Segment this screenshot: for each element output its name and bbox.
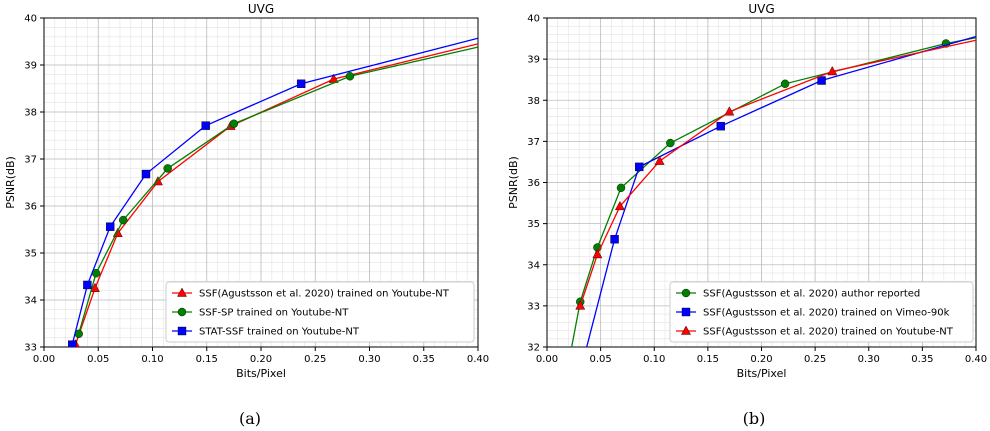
legend-label: SSF(Agustsson et al. 2020) trained on Vi… [703,308,950,319]
data-point [575,300,586,310]
y-tick-label: 38 [24,108,37,119]
data-point [163,164,172,173]
panel-caption: (a) [239,409,261,428]
x-tick-label: 0.30 [858,354,880,365]
x-tick-label: 0.10 [141,354,163,365]
y-tick-label: 34 [527,260,540,271]
x-tick-label: 0.00 [536,354,558,365]
legend-label: SSF-SP trained on Youtube-NT [199,308,349,319]
x-tick-label: 0.20 [750,354,772,365]
data-point [635,162,644,172]
x-tick-label: 0.15 [196,354,218,365]
y-tick-label: 39 [527,55,540,66]
panel-caption: (b) [743,409,766,428]
data-point [201,121,210,130]
x-tick-label: 0.35 [911,354,933,365]
y-axis-label: PSNR(dB) [507,156,520,209]
data-point [296,79,306,89]
data-point [68,340,77,347]
legend [669,281,974,343]
data-point [141,169,151,179]
data-point [119,215,128,225]
data-point [614,200,625,211]
data-point [90,282,100,292]
legend [165,281,475,343]
y-tick-label: 35 [527,219,540,230]
legend-marker [177,326,187,336]
chart-title: UVG [248,2,274,16]
x-tick-label: 0.35 [413,354,435,365]
panel-b: 0.00 0.05 0.10 0.15 0.20 0.25 0.30 0.35 0.40 32 33… [507,2,987,428]
series-line [579,39,976,307]
y-tick-label: 37 [527,137,540,148]
x-tick-label: 0.15 [697,354,719,365]
y-tick-label: 32 [527,343,540,354]
y-tick-label: 40 [24,14,37,25]
legend-marker [681,288,691,298]
data-point [716,121,725,131]
y-tick-label: 37 [24,155,37,166]
panel-a: 0.00 0.05 0.10 0.15 0.20 0.25 0.30 0.35 0.40 33 34… [4,2,489,428]
data-point [654,155,665,165]
data-point [780,79,790,89]
y-tick-label: 40 [527,14,540,25]
legend-marker [681,307,691,317]
x-axis-label: Bits/Pixel [737,367,787,380]
y-tick-label: 33 [24,343,37,354]
plot-area [68,37,478,347]
data-point [724,106,735,116]
legend-marker [681,325,691,335]
data-point [105,222,115,231]
data-point [592,249,603,259]
y-tick-label: 36 [527,178,540,189]
x-tick-label: 0.25 [304,354,326,365]
y-tick-label: 36 [24,202,37,213]
legend-label: SSF(Agustsson et al. 2020) author report… [703,289,920,300]
x-tick-label: 0.00 [33,354,55,365]
data-point [83,280,92,290]
axes-frame [43,17,479,348]
x-tick-label: 0.40 [965,354,987,365]
y-tick-label: 34 [24,296,37,307]
data-point [610,235,619,244]
x-tick-label: 0.20 [250,354,272,365]
data-point [345,72,355,81]
x-tick-label: 0.05 [87,354,109,365]
x-tick-label: 0.10 [643,354,665,365]
legend-label: STAT-SSF trained on Youtube-NT [199,327,360,338]
chart-title: UVG [748,2,774,16]
y-tick-label: 33 [527,301,540,312]
x-tick-label: 0.30 [358,354,380,365]
x-axis-label: Bits/Pixel [236,367,286,380]
x-tick-label: 0.40 [467,354,489,365]
data-point [666,138,675,148]
legend-marker [177,287,187,297]
data-point [229,119,239,128]
y-axis-label: PSNR(dB) [4,156,17,209]
y-tick-label: 38 [527,96,540,107]
legend-label: SSF(Agustsson et al. 2020) trained on Yo… [703,327,954,338]
plot-area [571,35,976,347]
y-tick-label: 35 [24,249,37,260]
data-point [616,183,626,193]
data-point [827,66,838,76]
x-tick-label: 0.25 [804,354,826,365]
y-tick-label: 39 [24,61,37,72]
x-tick-label: 0.05 [589,354,611,365]
legend-label: SSF(Agustsson et al. 2020) trained on Yo… [199,289,450,300]
series-line [571,37,976,347]
data-point [817,76,826,85]
legend-marker [177,307,187,317]
axes-frame [546,17,977,348]
